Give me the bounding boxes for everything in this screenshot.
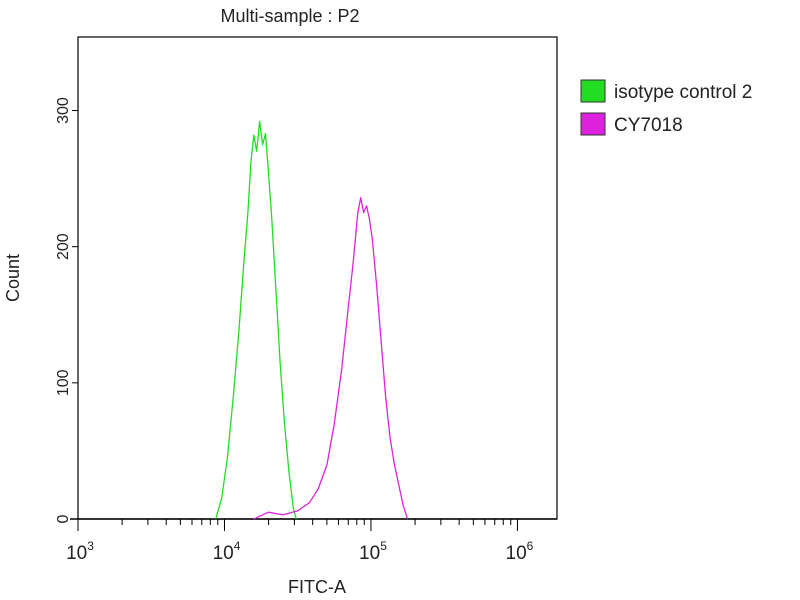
legend-swatch xyxy=(580,79,606,103)
y-tick-label: 100 xyxy=(55,369,72,396)
y-tick-label: 200 xyxy=(55,233,72,260)
x-tick-label: 105 xyxy=(359,539,387,564)
plot-frame xyxy=(77,36,558,520)
series-line-1 xyxy=(253,197,409,520)
series-line-0 xyxy=(215,120,297,520)
legend-label: isotype control 2 xyxy=(614,82,752,103)
legend-label: CY7018 xyxy=(614,115,683,136)
legend-swatch xyxy=(580,112,606,136)
x-axis-label: FITC-A xyxy=(288,577,346,597)
chart-title: Multi-sample : P2 xyxy=(220,6,359,26)
y-tick-label: 0 xyxy=(55,514,72,523)
x-tick-label: 104 xyxy=(213,539,241,564)
y-tick-label: 300 xyxy=(55,97,72,124)
y-axis-label: Count xyxy=(3,254,23,302)
x-tick-label: 103 xyxy=(66,539,94,564)
x-tick-label: 106 xyxy=(506,539,534,564)
